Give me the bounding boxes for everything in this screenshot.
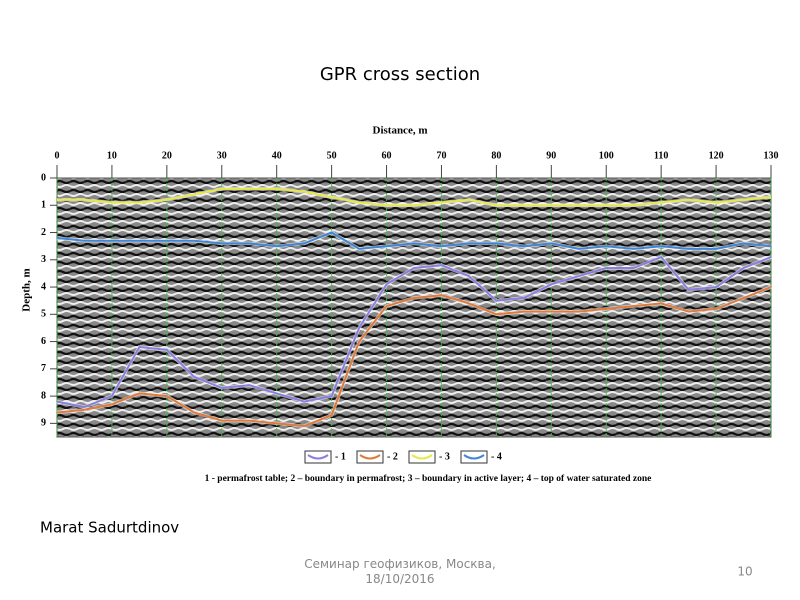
caption: 1 - permafrost table; 2 – boundary in pe…: [205, 474, 652, 484]
legend-swatch: [460, 450, 488, 464]
legend-swatch: [356, 450, 384, 464]
x-tick-label: 30: [217, 150, 227, 161]
legend-swatch: [408, 450, 436, 464]
legend-label: - 4: [491, 451, 502, 462]
x-tick-label: 10: [107, 150, 117, 161]
slide-title: GPR cross section: [320, 64, 480, 85]
interface-line: [57, 187, 772, 207]
y-tick-label: 6: [41, 336, 46, 347]
radargram: [56, 177, 772, 438]
y-tick-label: 3: [41, 254, 46, 265]
footer: Семинар геофизиков, Москва, 18/10/2016: [304, 557, 496, 586]
y-tick-label: 8: [41, 390, 46, 401]
legend-label: - 2: [387, 451, 398, 462]
y-axis-label: Depth, m: [21, 268, 33, 311]
x-tick-label: 60: [382, 150, 392, 161]
x-tick-label: 80: [491, 150, 501, 161]
y-tick-label: 0: [41, 172, 46, 183]
y-tick-label: 5: [41, 309, 46, 320]
x-tick-label: 50: [327, 150, 337, 161]
x-tick-label: 100: [599, 150, 614, 161]
legend-swatch: [304, 450, 332, 464]
y-tick-label: 7: [41, 363, 46, 374]
y-tick-label: 4: [41, 281, 46, 292]
x-axis-label: Distance, m: [373, 125, 428, 137]
interface-line: [56, 255, 772, 409]
x-tick-label: 90: [546, 150, 556, 161]
legend-line: [307, 454, 329, 460]
x-tick-label: 20: [162, 150, 172, 161]
x-tick-label: 110: [654, 150, 668, 161]
x-tick-label: 130: [764, 150, 779, 161]
legend-line: [463, 454, 485, 460]
page-number: 10: [737, 565, 752, 579]
x-tick-label: 40: [272, 150, 282, 161]
author: Marat Sadurtdinov: [40, 519, 179, 537]
y-tick-label: 1: [41, 200, 46, 211]
y-tick-label: 2: [41, 227, 46, 238]
x-tick-label: 70: [436, 150, 446, 161]
legend-label: - 3: [439, 451, 450, 462]
y-tick-label: 9: [41, 418, 46, 429]
interface-line: [56, 286, 772, 428]
legend-line: [359, 454, 381, 460]
legend-line: [411, 454, 433, 460]
x-tick-label: 120: [709, 150, 724, 161]
interface-line: [56, 231, 772, 250]
x-tick-label: 0: [55, 150, 60, 161]
legend-label: - 1: [335, 451, 346, 462]
